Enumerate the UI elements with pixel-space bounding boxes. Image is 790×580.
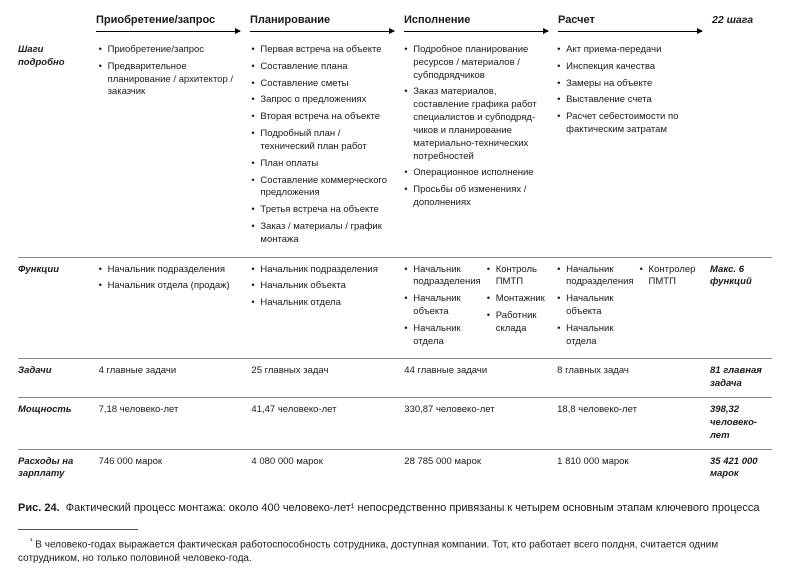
list-item: Начальник отдела	[557, 323, 633, 349]
cell: 330,87 человеко-лет	[404, 398, 557, 449]
phase-col-1: Планирование	[250, 14, 404, 32]
phase-title: Приобретение/запрос	[96, 14, 240, 29]
list-item: Монтажник	[487, 293, 549, 306]
list-item: Расчет себестоимости по фактическим затр…	[557, 111, 702, 137]
list-item: Составление сметы	[251, 78, 396, 91]
func-list-2l: Начальник подразделения Начальник объекта…	[404, 264, 480, 353]
list-item: Составление плана	[251, 61, 396, 74]
list-item: Начальник подразделения	[404, 264, 480, 290]
list-item: Подробное планирование ресурсов / матери…	[404, 44, 549, 82]
phase-title: Расчет	[558, 14, 702, 29]
list-item: Контроль ПМТП	[487, 264, 549, 290]
phase-title: Планирование	[250, 14, 394, 29]
cell: 18,8 человеко-лет	[557, 398, 710, 449]
process-table: Шаги подробно Приобретение/запрос Предвар…	[18, 38, 772, 487]
func-list-0: Начальник подразделения Начальник отдела …	[99, 264, 244, 294]
cell: 44 главные задачи	[404, 359, 557, 398]
list-item: Начальник подразделения	[251, 264, 396, 277]
cell: 8 главных задач	[557, 359, 710, 398]
cell: 746 000 марок	[99, 449, 252, 487]
row-label: Функции	[18, 257, 99, 359]
footnote-rule	[18, 529, 138, 530]
list-item: Начальник объекта	[251, 280, 396, 293]
list-item: Заказ материалов, составление графика ра…	[404, 86, 549, 163]
list-item: Операционное исполнение	[404, 167, 549, 180]
list-item: Первая встреча на объекте	[251, 44, 396, 57]
summary-tasks: 81 главная задача	[710, 359, 772, 398]
steps-list-0: Приобретение/запрос Предварительное плани…	[99, 44, 244, 99]
list-item: Выставление счета	[557, 94, 702, 107]
list-item: Начальник отдела	[404, 323, 480, 349]
list-item: Инспекция качества	[557, 61, 702, 74]
arrow-icon	[404, 31, 548, 32]
row-capacity: Мощность 7,18 человеко-лет 41,47 человек…	[18, 398, 772, 449]
list-item: Начальник объекта	[557, 293, 633, 319]
row-label: Задачи	[18, 359, 99, 398]
func-cols-3: Начальник подразделения Начальник объекта…	[557, 264, 702, 353]
cell: 7,18 человеко-лет	[99, 398, 252, 449]
list-item: Вторая встреча на объекте	[251, 111, 396, 124]
func-list-3l: Начальник подразделения Начальник объекта…	[557, 264, 633, 353]
cell: 4 080 000 марок	[251, 449, 404, 487]
list-item: Работник склада	[487, 310, 549, 336]
row-label: Шаги подробно	[18, 38, 99, 257]
list-item: Составление коммерческого предложения	[251, 175, 396, 201]
func-list-2r: Контроль ПМТП Монтажник Работник склада	[487, 264, 549, 353]
row-tasks: Задачи 4 главные задачи 25 главных задач…	[18, 359, 772, 398]
row-steps: Шаги подробно Приобретение/запрос Предвар…	[18, 38, 772, 257]
list-item: Запрос о предложениях	[251, 94, 396, 107]
func-list-1: Начальник подразделения Начальник объекта…	[251, 264, 396, 310]
phase-title: Исполнение	[404, 14, 548, 29]
list-item: Начальник подразделения	[99, 264, 244, 277]
row-functions: Функции Начальник подразделенияНачальник…	[18, 257, 772, 359]
row-label: Расходы на зарплату	[18, 449, 99, 487]
list-item: Просьбы об изменениях / дополнениях	[404, 184, 549, 210]
list-item: Предварительное планирование / архитекто…	[99, 61, 244, 99]
list-item: Акт приема-передачи	[557, 44, 702, 57]
cell: 1 810 000 марок	[557, 449, 710, 487]
steps-list-2: Подробное планирование ресурсов / матери…	[404, 44, 549, 210]
list-item: Контролер ПМТП	[640, 264, 702, 290]
func-cols-2: Начальник подразделения Начальник объекта…	[404, 264, 549, 353]
cell: 28 785 000 марок	[404, 449, 557, 487]
arrow-icon	[250, 31, 394, 32]
list-item: Начальник подразделения	[557, 264, 633, 290]
arrow-icon	[96, 31, 240, 32]
list-item: Третья встреча на объекте	[251, 204, 396, 217]
list-item: Заказ / материалы / график монтажа	[251, 221, 396, 247]
list-item: План оплаты	[251, 158, 396, 171]
steps-list-3: Акт приема-передачи Инспекция качества Зам…	[557, 44, 702, 137]
phase-col-2: Исполнение	[404, 14, 558, 32]
phase-col-3: Расчет	[558, 14, 712, 32]
list-item: Начальник отдела	[251, 297, 396, 310]
row-salary: Расходы на зарплату 746 000 марок 4 080 …	[18, 449, 772, 487]
summary-header: 22 шага	[712, 14, 772, 32]
figure-caption: Рис. 24. Фактический процесс монтажа: ок…	[18, 501, 772, 516]
list-item: Начальник отдела (продаж)	[99, 280, 244, 293]
cell: 41,47 человеко-лет	[251, 398, 404, 449]
list-item: Подробный план / технический план работ	[251, 128, 396, 154]
func-list-3r: Контролер ПМТП	[640, 264, 702, 353]
cell: 25 главных задач	[251, 359, 404, 398]
summary-functions: Макс. 6 функций	[710, 257, 772, 359]
list-item: Замеры на объекте	[557, 78, 702, 91]
summary-capacity: 398,32 человеко-лет	[710, 398, 772, 449]
arrow-icon	[558, 31, 702, 32]
caption-text: Фактический процесс монтажа: около 400 ч…	[66, 502, 760, 514]
list-item: Приобретение/запрос	[99, 44, 244, 57]
steps-list-1: Первая встреча на объекте Составление пла…	[251, 44, 396, 247]
figure-number: Рис. 24.	[18, 502, 60, 514]
cell: 4 главные задачи	[99, 359, 252, 398]
row-label: Мощность	[18, 398, 99, 449]
list-item: Начальник объекта	[404, 293, 480, 319]
summary-salary: 35 421 000 марок	[710, 449, 772, 487]
footnote-text: В человеко-годах выражается фактическая …	[18, 539, 718, 564]
phase-col-0: Приобретение/запрос	[96, 14, 250, 32]
footnote-marker: ¹	[30, 536, 33, 545]
phase-header-row: Приобретение/запрос Планирование Исполне…	[96, 14, 772, 32]
footnote: ¹ В человеко-годах выражается фактическа…	[18, 536, 772, 566]
